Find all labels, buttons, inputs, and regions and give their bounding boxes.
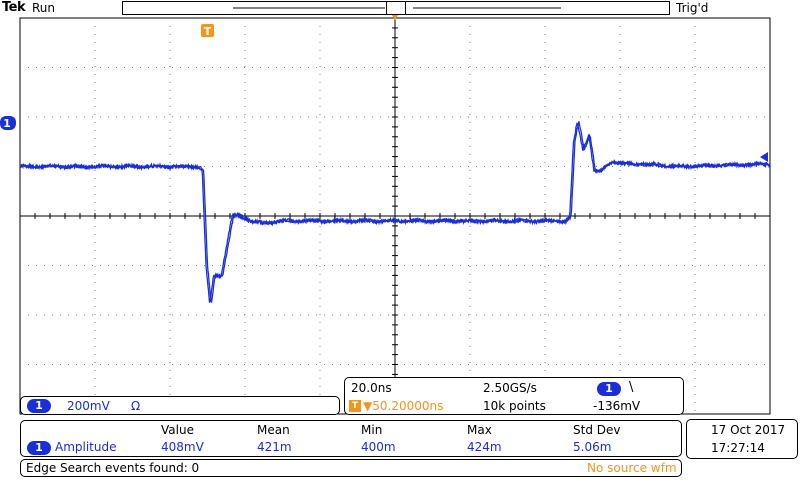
trigger-state: Trig'd — [676, 1, 709, 15]
measure-header-stddev: Std Dev — [573, 423, 621, 437]
measure-header-value: Value — [161, 423, 194, 437]
record-length: 10k points — [483, 399, 546, 413]
measure-label: Amplitude — [55, 440, 117, 454]
edge-search-message: Edge Search events found: 0 — [26, 461, 200, 475]
brand-logo: Tek — [2, 0, 26, 15]
channel-1-ground-marker[interactable]: 1 — [0, 116, 16, 130]
record-overview-lines — [233, 7, 561, 9]
measure-header-min: Min — [361, 423, 383, 437]
source-status: No source wfm — [587, 461, 677, 475]
vertical-scale: 200mV — [67, 399, 110, 413]
measure-max: 424m — [467, 440, 502, 454]
timebase-readout[interactable]: 20.0ns 2.50GS/s 1 \ T ▼50.20000ns 10k po… — [344, 377, 684, 415]
status-bar: Tek Run Trig'd — [0, 0, 800, 18]
date-time-display: 17 Oct 2017 17:27:14 — [686, 419, 798, 459]
time-per-division: 20.0ns — [351, 381, 392, 395]
search-status-bar: Edge Search events found: 0 No source wf… — [20, 459, 682, 477]
clock: 17:27:14 — [711, 441, 765, 455]
sample-rate: 2.50GS/s — [483, 381, 537, 395]
trigger-level: -136mV — [593, 399, 641, 413]
record-view-window[interactable] — [386, 1, 406, 15]
channel-marker-label: 1 — [3, 117, 11, 130]
trigger-slope-icon: \ — [629, 380, 634, 395]
measure-min: 400m — [361, 440, 396, 454]
measure-stddev: 5.06m — [573, 440, 612, 454]
measure-header-mean: Mean — [257, 423, 290, 437]
trigger-position-marker[interactable]: T — [201, 24, 214, 38]
trigger-position-icon: T — [349, 400, 361, 412]
waveform — [19, 121, 771, 304]
graticule — [19, 17, 771, 415]
channel-1-readout[interactable]: 1 200mV Ω — [20, 396, 340, 415]
measure-header-max: Max — [467, 423, 492, 437]
measure-mean: 421m — [257, 440, 292, 454]
channel-1-badge: 1 — [27, 399, 51, 413]
input-impedance: Ω — [131, 399, 141, 413]
trigger-level-arrow[interactable] — [760, 152, 768, 162]
acquisition-state[interactable]: Run — [32, 1, 56, 15]
measurement-panel[interactable]: Value Mean Min Max Std Dev 1 Amplitude 4… — [20, 420, 682, 457]
horizontal-position: ▼50.20000ns — [363, 399, 444, 413]
date: 17 Oct 2017 — [711, 423, 786, 437]
trigger-source-badge: 1 — [597, 382, 621, 396]
trigger-marker-label: T — [204, 25, 212, 38]
waveform-trace — [19, 122, 771, 304]
measure-value: 408mV — [161, 440, 204, 454]
measure-channel-badge: 1 — [27, 441, 51, 455]
